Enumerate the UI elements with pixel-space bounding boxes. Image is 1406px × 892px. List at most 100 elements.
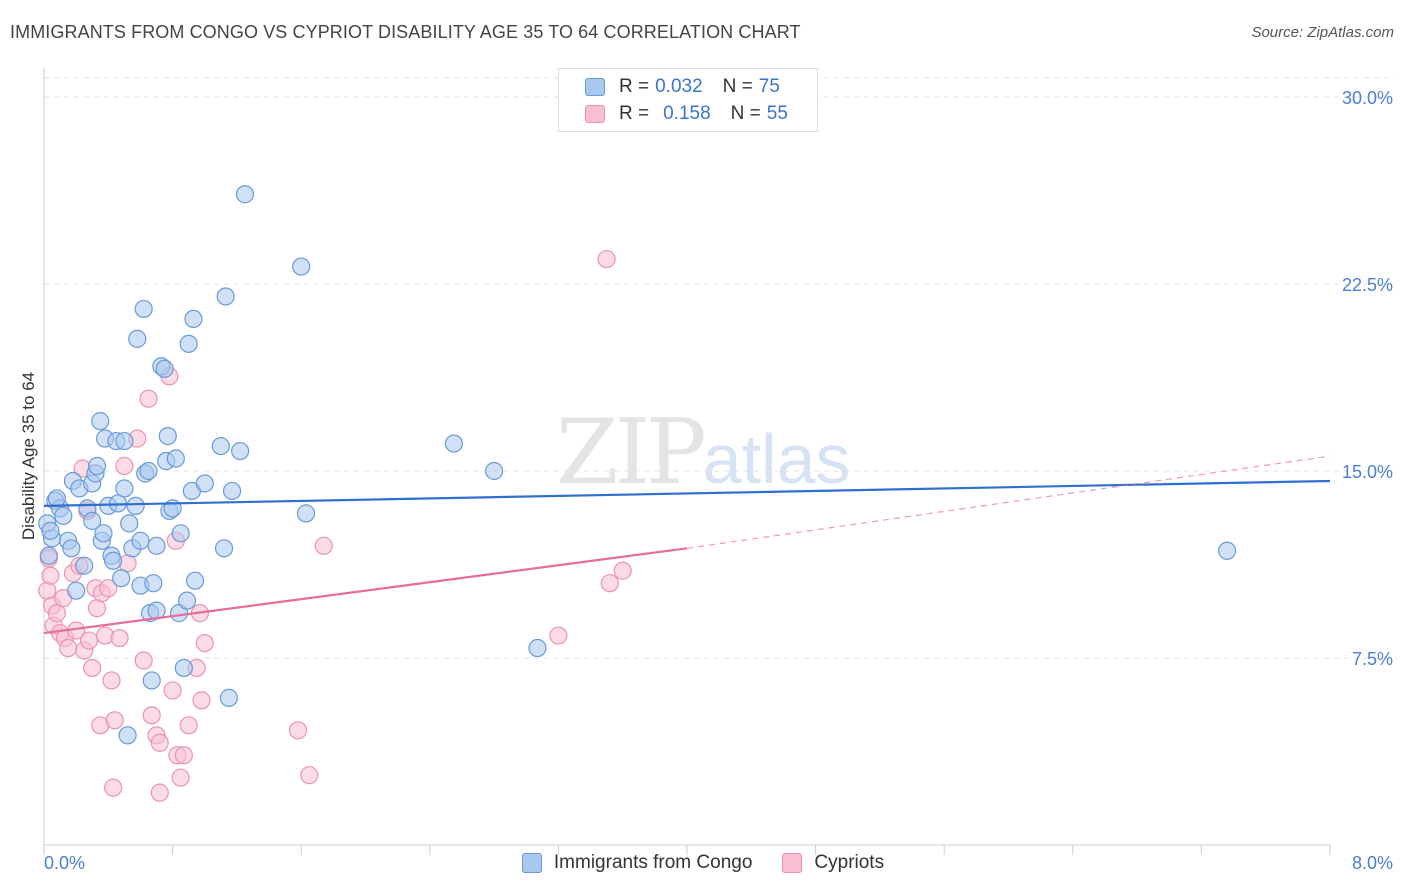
- data-point-cypriots: [150, 783, 169, 802]
- data-point-congo: [231, 441, 250, 461]
- data-point-cypriots: [171, 768, 190, 787]
- watermark: ZIPatlas: [556, 400, 851, 505]
- trend-line-cypriots: [43, 547, 688, 635]
- chart-title: IMMIGRANTS FROM CONGO VS CYPRIOT DISABIL…: [10, 22, 801, 42]
- x-tick-label: 0.0%: [44, 853, 85, 873]
- legend-swatch-pink: [585, 105, 605, 123]
- data-point-congo: [118, 726, 137, 745]
- data-point-cypriots: [102, 671, 121, 690]
- data-point-congo: [444, 434, 464, 453]
- r-value: 0.032: [655, 76, 703, 97]
- data-point-congo: [179, 334, 198, 353]
- data-point-congo: [158, 426, 177, 446]
- legend-swatch-blue: [521, 853, 542, 873]
- data-point-cypriots: [47, 604, 66, 623]
- data-point-congo: [186, 571, 205, 590]
- data-point-congo: [216, 287, 235, 306]
- data-point-congo: [47, 489, 66, 508]
- n-label: N =: [730, 103, 761, 124]
- data-point-congo: [195, 474, 214, 493]
- data-point-congo: [222, 481, 242, 501]
- data-point-congo: [120, 514, 139, 533]
- legend-swatch-blue: [585, 78, 605, 96]
- legend-label: Cypriots: [814, 852, 885, 873]
- y-axis-label: Disability Age 35 to 64: [19, 372, 38, 540]
- legend-row-cypriots: R = 0.158 N = 55: [585, 102, 788, 126]
- data-point-congo: [115, 431, 134, 451]
- data-point-congo: [177, 591, 197, 610]
- series-immigrants-from-congo: [38, 185, 1237, 745]
- data-point-cypriots: [150, 733, 169, 752]
- data-point-congo: [219, 688, 238, 707]
- data-point-congo: [166, 449, 185, 468]
- data-point-cypriots: [300, 766, 319, 785]
- data-point-cypriots: [139, 389, 158, 408]
- data-point-cypriots: [174, 746, 193, 765]
- data-point-congo: [115, 479, 134, 498]
- x-tick-label: 8.0%: [1352, 853, 1393, 873]
- r-label: R =: [619, 103, 650, 124]
- y-tick-label: 7.5%: [1352, 649, 1393, 669]
- data-point-congo: [67, 581, 86, 600]
- watermark-atlas: atlas: [702, 420, 851, 498]
- series-legend: Immigrants from Congo Cypriots: [0, 852, 1406, 874]
- watermark-zip: ZIP: [556, 400, 707, 505]
- data-point-cypriots: [59, 638, 78, 658]
- data-point-congo: [126, 496, 145, 516]
- data-point-congo: [528, 638, 547, 658]
- data-point-cypriots: [613, 561, 632, 580]
- trend-line-congo: [43, 479, 1331, 508]
- y-tick-label: 22.5%: [1342, 275, 1393, 295]
- data-point-cypriots: [83, 658, 102, 678]
- legend-item-congo[interactable]: Immigrants from Congo: [521, 852, 752, 874]
- data-point-congo: [296, 504, 316, 523]
- legend-item-cypriots[interactable]: Cypriots: [782, 852, 884, 874]
- data-point-congo: [112, 569, 131, 588]
- data-point-cypriots: [288, 721, 308, 740]
- data-point-cypriots: [99, 579, 118, 598]
- legend-swatch-pink: [782, 853, 803, 873]
- data-point-cypriots: [104, 778, 123, 797]
- data-point-cypriots: [105, 711, 124, 730]
- data-point-congo: [155, 359, 174, 378]
- data-point-congo: [144, 574, 163, 593]
- data-point-congo: [128, 329, 147, 348]
- data-point-cypriots: [163, 681, 182, 700]
- data-point-congo: [94, 524, 113, 543]
- series-cypriots: [38, 249, 632, 802]
- data-point-cypriots: [179, 716, 198, 735]
- y-tick-label: 15.0%: [1342, 462, 1393, 482]
- data-point-cypriots: [192, 691, 211, 710]
- data-point-congo: [1218, 541, 1237, 560]
- r-label: R =: [619, 76, 650, 97]
- data-point-congo: [292, 257, 311, 276]
- data-point-congo: [41, 521, 60, 540]
- data-point-cypriots: [142, 706, 161, 725]
- data-point-cypriots: [79, 631, 99, 650]
- data-point-congo: [54, 506, 73, 525]
- data-point-congo: [171, 524, 190, 543]
- tick-labels: 7.5% 15.0% 22.5% 30.0% 0.0% 8.0%: [44, 88, 1393, 873]
- data-point-congo: [91, 412, 110, 431]
- y-tick-label: 30.0%: [1342, 88, 1393, 108]
- r-value: 0.158: [663, 103, 711, 124]
- data-point-congo: [87, 456, 107, 476]
- data-point-cypriots: [115, 456, 134, 476]
- data-point-congo: [174, 658, 193, 678]
- source-label: Source: ZipAtlas.com: [1251, 24, 1394, 41]
- data-point-congo: [131, 531, 150, 550]
- data-point-congo: [75, 556, 94, 575]
- n-value: 55: [766, 103, 788, 124]
- data-point-cypriots: [549, 626, 568, 645]
- axes: [43, 68, 1331, 855]
- data-point-congo: [214, 539, 234, 558]
- correlation-legend: R = 0.032 N = 75 R = 0.158 N = 55: [558, 68, 818, 132]
- data-point-cypriots: [134, 651, 153, 670]
- data-point-congo: [39, 546, 58, 565]
- data-point-cypriots: [41, 566, 60, 585]
- grid: [44, 77, 1395, 659]
- data-point-congo: [134, 299, 153, 319]
- trend-line-cypriots-extension: [686, 455, 1331, 549]
- data-point-congo: [104, 551, 123, 570]
